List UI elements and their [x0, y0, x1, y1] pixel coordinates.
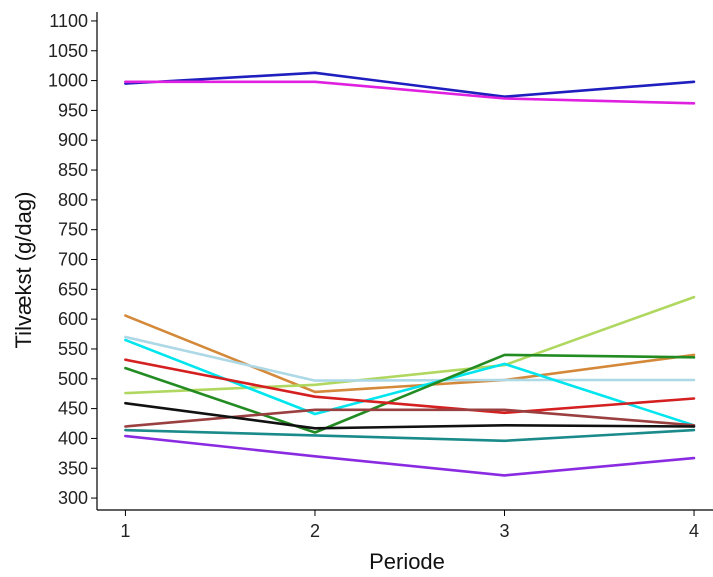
x-axis-title: Periode: [369, 549, 445, 574]
series-line-4: [124, 295, 696, 395]
y-tick-label: 500: [58, 369, 88, 389]
y-tick-label: 800: [58, 190, 88, 210]
y-tick-label: 1100: [49, 11, 88, 31]
series-line-12: [124, 434, 696, 477]
series-line-6: [124, 338, 696, 427]
series-line-2: [124, 80, 696, 105]
y-tick-label: 650: [58, 279, 88, 299]
y-tick-label: 1050: [48, 41, 88, 61]
y-tick-label: 700: [58, 250, 88, 270]
x-tick-label: 1: [120, 521, 130, 541]
y-tick-label: 900: [58, 130, 88, 150]
y-tick-label: 550: [58, 339, 88, 359]
y-tick-label: 750: [58, 220, 88, 240]
y-tick-label: 950: [58, 100, 88, 120]
y-tick-label: 350: [58, 458, 88, 478]
axes-layer: 300 350 400 450 500 550 600 650 700 750 800 850 900 9…: [48, 11, 713, 541]
series-line-10: [124, 401, 696, 430]
y-tick-label: 450: [58, 399, 88, 419]
series-line-11: [124, 428, 696, 443]
y-tick-label: 400: [58, 428, 88, 448]
series-line-5: [124, 335, 696, 382]
series-line-1: [124, 71, 696, 98]
series-layer: [124, 71, 696, 477]
x-tick-label: 4: [689, 521, 699, 541]
series-line-3: [124, 314, 696, 394]
x-tick-label: 3: [499, 521, 509, 541]
series-line-9: [124, 408, 696, 428]
series-line-7: [124, 353, 696, 434]
y-tick-label: 1000: [48, 71, 88, 91]
series-line-8: [124, 358, 696, 415]
y-tick-label: 850: [58, 160, 88, 180]
y-tick-label: 600: [58, 309, 88, 329]
y-axis-title: Tilvækst (g/dag): [11, 192, 36, 349]
x-tick-label: 2: [310, 521, 320, 541]
y-tick-label: 300: [58, 488, 88, 508]
